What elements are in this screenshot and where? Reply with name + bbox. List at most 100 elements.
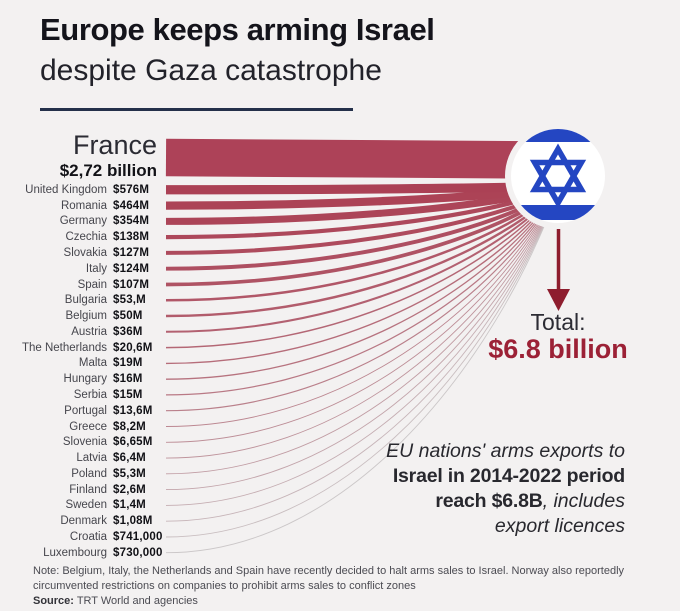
footnote: Note: Belgium, Italy, the Netherlands an… bbox=[33, 564, 663, 609]
country-row: The Netherlands $20,6M bbox=[0, 341, 170, 355]
flag-bottom-stripe bbox=[511, 205, 605, 220]
country-row: Latvia $6,4M bbox=[0, 451, 170, 465]
flow-band-hungary bbox=[165, 214, 541, 380]
country-value: $8,2M bbox=[113, 420, 146, 433]
country-label: Romania bbox=[60, 199, 107, 212]
country-row: Slovenia $6,65M bbox=[0, 435, 170, 449]
country-label: Slovakia bbox=[63, 246, 107, 259]
flow-band-austria bbox=[165, 211, 537, 333]
country-row: Czechia $138M bbox=[0, 230, 170, 244]
country-row: Italy $124M bbox=[0, 262, 170, 276]
country-label: United Kingdom bbox=[25, 183, 107, 196]
country-row: Denmark $1,08M bbox=[0, 514, 170, 528]
flow-band-portugal bbox=[165, 215, 543, 412]
country-row: United Kingdom $576M bbox=[0, 183, 170, 197]
country-label: Italy bbox=[85, 262, 107, 275]
country-label: Bulgaria bbox=[64, 294, 107, 307]
country-value: $138M bbox=[113, 231, 150, 244]
country-row: Slovakia $127M bbox=[0, 246, 170, 260]
country-label: Finland bbox=[69, 483, 107, 496]
country-value: $1,4M bbox=[113, 499, 146, 512]
annotation-line3: reach $6.8B, includes bbox=[435, 490, 625, 512]
country-row: Hungary $16M bbox=[0, 372, 170, 386]
country-value: $127M bbox=[113, 246, 150, 259]
country-value: $730,000 bbox=[113, 546, 163, 559]
country-value: $576M bbox=[113, 183, 150, 196]
country-value: $2,72 billion bbox=[59, 161, 157, 180]
flow-band-belgium bbox=[165, 209, 535, 318]
country-label: Belgium bbox=[65, 310, 107, 322]
flow-band-denmark bbox=[165, 218, 547, 522]
country-label: Malta bbox=[78, 357, 107, 370]
country-row: Portugal $13,6M bbox=[0, 404, 170, 418]
france-row: France $2,72 billion bbox=[0, 131, 157, 181]
country-value: $15M bbox=[113, 388, 143, 401]
country-label: Germany bbox=[59, 215, 107, 228]
country-row: Bulgaria $53,M bbox=[0, 293, 170, 307]
country-value: $16M bbox=[113, 373, 143, 386]
total-arrow-icon bbox=[547, 229, 570, 311]
source-text: TRT World and agencies bbox=[73, 595, 198, 607]
flow-band-bulgaria bbox=[165, 207, 534, 302]
country-row: Romania $464M bbox=[0, 199, 170, 213]
flow-band-romania bbox=[165, 187, 523, 210]
flow-band-luxembourg bbox=[165, 218, 548, 554]
annotation-line4: export licences bbox=[494, 515, 625, 537]
flow-band-slovenia bbox=[165, 217, 544, 443]
country-row: Serbia $15M bbox=[0, 388, 170, 402]
flow-band-greece bbox=[165, 216, 544, 427]
flow-band-sweden bbox=[165, 218, 547, 506]
annotation-block: EU nations' arms exports to Israel in 20… bbox=[295, 439, 625, 539]
flow-band-germany bbox=[165, 192, 525, 225]
country-value: $124M bbox=[113, 262, 150, 275]
country-row: Sweden $1,4M bbox=[0, 498, 170, 512]
country-value: $36M bbox=[113, 325, 143, 338]
annotation-line2: Israel in 2014-2022 period bbox=[392, 465, 625, 487]
country-label: Sweden bbox=[65, 499, 107, 512]
flow-band-czechia bbox=[165, 197, 526, 240]
country-value: $5,3M bbox=[113, 467, 146, 480]
country-value: $741,000 bbox=[113, 531, 163, 543]
country-value: $53,M bbox=[113, 294, 146, 307]
country-label: Denmark bbox=[60, 515, 107, 528]
star-of-david-icon bbox=[529, 143, 587, 209]
country-value: $20,6M bbox=[113, 341, 153, 354]
flag-circle bbox=[505, 123, 611, 229]
flow-band-spain bbox=[165, 205, 532, 287]
country-label: Spain bbox=[77, 278, 107, 291]
country-value: $464M bbox=[113, 199, 150, 212]
flow-band-finland bbox=[165, 218, 546, 491]
country-row: Greece $8,2M bbox=[0, 420, 170, 434]
country-label: Slovenia bbox=[62, 436, 107, 449]
flow-band-malta bbox=[165, 213, 540, 365]
country-row: Croatia $741,000 bbox=[0, 530, 170, 544]
title-line1: Europe keeps arming Israel bbox=[40, 12, 435, 47]
flow-band-the-netherlands bbox=[165, 212, 538, 349]
country-row: Austria $36M bbox=[0, 325, 170, 339]
annotation-line1: EU nations' arms exports to bbox=[386, 440, 625, 462]
country-row: Poland $5,3M bbox=[0, 467, 170, 481]
israel-flag-badge bbox=[505, 123, 611, 229]
flow-band-croatia bbox=[165, 218, 548, 538]
country-row: Belgium $50M bbox=[0, 309, 170, 323]
country-value: $1,08M bbox=[113, 515, 153, 528]
note-text: Note: Belgium, Italy, the Netherlands an… bbox=[33, 565, 625, 592]
total-value: $6.8 billion bbox=[488, 334, 628, 364]
country-label: Austria bbox=[71, 325, 107, 338]
country-label: Greece bbox=[69, 420, 107, 433]
country-row: Finland $2,6M bbox=[0, 483, 170, 497]
country-label: France bbox=[72, 130, 157, 160]
country-label: Portugal bbox=[64, 404, 107, 417]
country-value: $19M bbox=[113, 357, 143, 370]
title-underline bbox=[40, 108, 353, 111]
country-label: Poland bbox=[71, 467, 107, 480]
country-label: Hungary bbox=[63, 373, 107, 386]
country-row: Malta $19M bbox=[0, 356, 170, 370]
country-value: $6,65M bbox=[113, 436, 153, 449]
country-value: $6,4M bbox=[113, 452, 146, 465]
country-label: Luxembourg bbox=[43, 546, 107, 559]
country-row: Luxembourg $730,000 bbox=[0, 546, 170, 560]
title-line2: despite Gaza catastrophe bbox=[40, 54, 382, 87]
